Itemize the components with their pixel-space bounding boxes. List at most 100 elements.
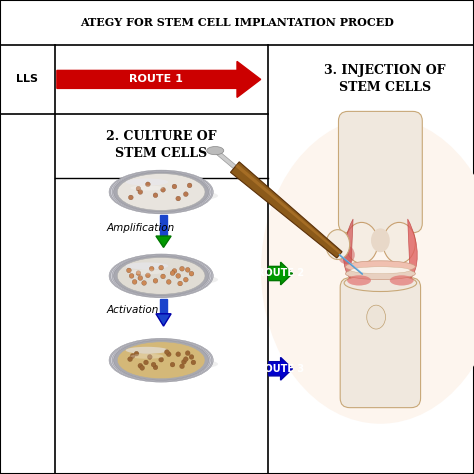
Ellipse shape <box>183 192 188 197</box>
Ellipse shape <box>138 364 143 368</box>
Ellipse shape <box>344 274 417 292</box>
Ellipse shape <box>261 117 474 424</box>
FancyArrow shape <box>160 299 167 314</box>
Ellipse shape <box>346 222 378 264</box>
Ellipse shape <box>178 281 182 286</box>
FancyArrow shape <box>269 262 292 285</box>
Ellipse shape <box>142 281 146 285</box>
Ellipse shape <box>207 146 224 155</box>
Polygon shape <box>214 149 236 169</box>
Ellipse shape <box>182 359 186 364</box>
Ellipse shape <box>130 185 164 191</box>
Ellipse shape <box>112 340 210 381</box>
Ellipse shape <box>138 276 143 281</box>
Ellipse shape <box>110 339 212 382</box>
Text: 3. INJECTION OF
STEM CELLS: 3. INJECTION OF STEM CELLS <box>324 64 446 94</box>
FancyArrow shape <box>160 215 167 236</box>
Ellipse shape <box>383 222 415 264</box>
Ellipse shape <box>161 187 165 192</box>
Ellipse shape <box>371 228 390 252</box>
Ellipse shape <box>367 305 385 329</box>
Polygon shape <box>235 164 341 254</box>
Ellipse shape <box>147 355 152 359</box>
Ellipse shape <box>153 365 158 370</box>
Ellipse shape <box>109 338 213 382</box>
FancyArrow shape <box>269 357 292 380</box>
Ellipse shape <box>183 277 188 282</box>
Polygon shape <box>230 162 342 258</box>
Ellipse shape <box>144 360 148 365</box>
Ellipse shape <box>129 273 134 278</box>
Ellipse shape <box>161 274 165 279</box>
Ellipse shape <box>176 196 181 201</box>
Ellipse shape <box>159 265 164 270</box>
FancyBboxPatch shape <box>338 111 422 233</box>
Text: ATEGY FOR STEM CELL IMPLANTATION PROCED: ATEGY FOR STEM CELL IMPLANTATION PROCED <box>80 17 394 28</box>
PathPatch shape <box>344 219 353 279</box>
Ellipse shape <box>346 261 415 273</box>
Ellipse shape <box>114 256 209 296</box>
Ellipse shape <box>126 179 168 185</box>
FancyArrow shape <box>156 236 171 247</box>
FancyArrow shape <box>57 62 261 98</box>
Ellipse shape <box>180 266 184 271</box>
Ellipse shape <box>110 255 212 297</box>
Ellipse shape <box>176 352 181 356</box>
Ellipse shape <box>326 230 350 260</box>
Ellipse shape <box>191 360 196 365</box>
Ellipse shape <box>127 268 131 273</box>
Ellipse shape <box>117 257 205 294</box>
Ellipse shape <box>164 350 169 355</box>
Ellipse shape <box>149 266 154 271</box>
Ellipse shape <box>189 355 194 359</box>
Ellipse shape <box>130 354 164 359</box>
Ellipse shape <box>117 342 205 379</box>
Ellipse shape <box>151 362 156 367</box>
Ellipse shape <box>138 190 143 194</box>
Ellipse shape <box>153 193 158 198</box>
FancyArrow shape <box>156 314 171 326</box>
Ellipse shape <box>390 275 414 285</box>
Ellipse shape <box>346 268 415 280</box>
Ellipse shape <box>126 347 168 354</box>
FancyBboxPatch shape <box>340 278 420 408</box>
Ellipse shape <box>350 267 410 273</box>
Ellipse shape <box>109 189 218 203</box>
Ellipse shape <box>132 280 137 284</box>
Ellipse shape <box>126 263 168 269</box>
Ellipse shape <box>159 357 164 362</box>
Ellipse shape <box>136 271 141 275</box>
Ellipse shape <box>134 351 139 356</box>
Ellipse shape <box>185 267 190 272</box>
Ellipse shape <box>146 182 150 187</box>
Ellipse shape <box>187 183 192 188</box>
Text: ROUTE 2: ROUTE 2 <box>257 268 304 279</box>
Ellipse shape <box>136 186 141 191</box>
Ellipse shape <box>347 275 371 285</box>
Ellipse shape <box>128 195 133 200</box>
Ellipse shape <box>189 271 194 276</box>
Ellipse shape <box>183 357 188 362</box>
Ellipse shape <box>109 357 218 371</box>
Ellipse shape <box>109 254 213 298</box>
Ellipse shape <box>166 352 171 356</box>
Text: ROUTE 1: ROUTE 1 <box>129 74 183 84</box>
Ellipse shape <box>112 255 210 296</box>
Ellipse shape <box>166 280 171 284</box>
Ellipse shape <box>153 278 158 283</box>
Ellipse shape <box>170 362 175 367</box>
Ellipse shape <box>109 273 218 287</box>
Ellipse shape <box>170 271 175 275</box>
Text: LLS: LLS <box>16 74 38 84</box>
Ellipse shape <box>128 357 132 362</box>
Ellipse shape <box>114 172 209 212</box>
Ellipse shape <box>146 273 150 278</box>
Ellipse shape <box>180 364 184 369</box>
Ellipse shape <box>114 340 209 380</box>
Ellipse shape <box>185 351 190 356</box>
Ellipse shape <box>140 365 145 370</box>
Ellipse shape <box>172 269 177 273</box>
Ellipse shape <box>130 269 164 274</box>
Ellipse shape <box>110 171 212 213</box>
Ellipse shape <box>176 273 181 278</box>
